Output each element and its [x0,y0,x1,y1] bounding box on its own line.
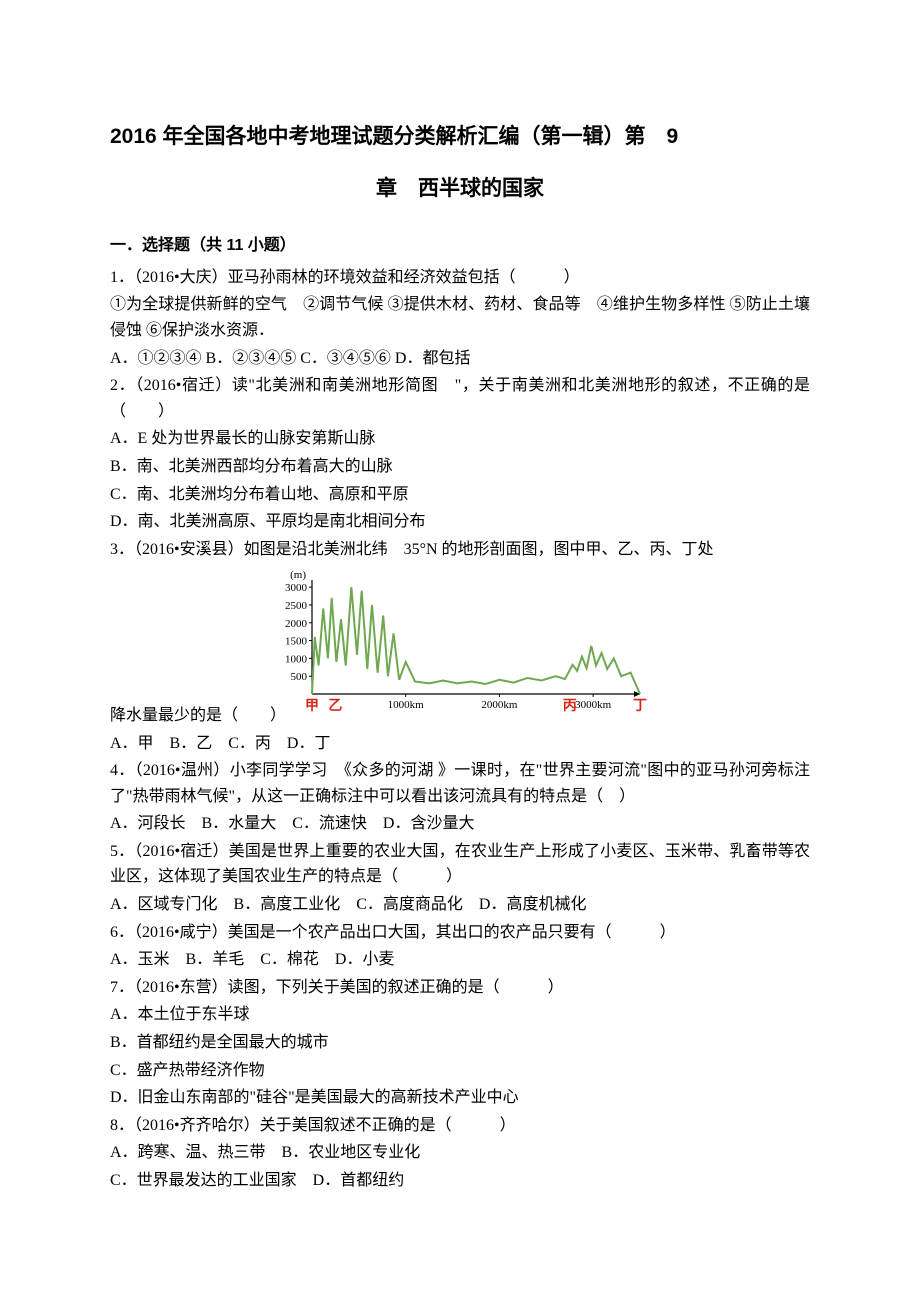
q8-optsCD: C．世界最发达的工业国家 D．首都纽约 [110,1168,810,1194]
q7-stem: 7．（2016•东营）读图，下列关于美国的叙述正确的是（ ） [110,975,810,1001]
q4-options: A．河段长 B．水量大 C．流速快 D．含沙量大 [110,811,810,837]
terrain-profile-svg: (m) 500 1000 1500 2000 2500 3000 1000km 2000km 30… [270,566,650,716]
svg-text:乙: 乙 [328,698,342,714]
svg-text:2500: 2500 [285,600,308,612]
page-title-line2: 章 西半球的国家 [110,172,810,206]
q6-stem: 6．（2016•咸宁）美国是一个农产品出口大国，其出口的农产品只要有（ ） [110,920,810,946]
q2-stem: 2．（2016•宿迁）读"北美洲和南美洲地形简图 "，关于南美洲和北美洲地形的叙… [110,373,810,424]
q7-optC: C．盛产热带经济作物 [110,1058,810,1084]
svg-text:丁: 丁 [633,699,647,714]
q5-options: A．区域专门化 B．高度工业化 C．高度商品化 D．高度机械化 [110,892,810,918]
q2-optD: D．南、北美洲高原、平原均是南北相间分布 [110,509,810,535]
q2-optC: C．南、北美洲均分布着山地、高原和平原 [110,482,810,508]
q8-stem: 8．（2016•齐齐哈尔）关于美国叙述不正确的是（ ） [110,1113,810,1139]
page-title-line1: 2016 年全国各地中考地理试题分类解析汇编（第一辑）第 9 [110,120,810,154]
q4-stem: 4．（2016•温州）小李同学学习 《众多的河湖 》一课时，在"世界主要河流"图… [110,758,810,809]
profile-chart: (m) 500 1000 1500 2000 2500 3000 1000km 2000km 30… [110,566,810,725]
section-heading: 一．选择题（共 11 小题） [110,233,810,259]
q2-optB: B．南、北美洲西部均分布着高大的山脉 [110,454,810,480]
svg-text:500: 500 [291,672,308,684]
svg-text:1000km: 1000km [388,699,425,711]
q7-optB: B．首都纽约是全国最大的城市 [110,1030,810,1056]
exam-page: 2016 年全国各地中考地理试题分类解析汇编（第一辑）第 9 章 西半球的国家 … [0,0,920,1256]
svg-text:3000km: 3000km [575,699,612,711]
svg-text:甲: 甲 [305,698,319,714]
svg-text:丙: 丙 [563,698,577,714]
svg-text:2000: 2000 [285,618,308,630]
q3-stem: 3．（2016•安溪县）如图是沿北美洲北纬 35°N 的地形剖面图，图中甲、乙、… [110,537,810,563]
q7-optD: D．旧金山东南部的"硅谷"是美国最大的高新技术产业中心 [110,1085,810,1111]
q5-stem: 5．（2016•宿迁）美国是世界上重要的农业大国，在农业生产上形成了小麦区、玉米… [110,839,810,890]
q1-options: A．①②③④ B．②③④⑤ C．③④⑤⑥ D．都包括 [110,346,810,372]
q1-items: ①为全球提供新鲜的空气 ②调节气候 ③提供木材、药材、食品等 ④维护生物多样性 … [110,292,810,343]
q1-stem: 1．（2016•大庆）亚马孙雨林的环境效益和经济效益包括（ ） [110,265,810,291]
q3-options: A．甲 B．乙 C．丙 D．丁 [110,731,810,757]
svg-text:2000km: 2000km [481,699,518,711]
svg-text:1000: 1000 [285,654,308,666]
q7-optA: A．本土位于东半球 [110,1002,810,1028]
svg-text:1500: 1500 [285,636,308,648]
q2-optA: A．E 处为世界最长的山脉安第斯山脉 [110,426,810,452]
svg-text:3000: 3000 [285,582,308,594]
q8-optsAB: A．跨寒、温、热三带 B．农业地区专业化 [110,1140,810,1166]
q6-options: A．玉米 B．羊毛 C．棉花 D．小麦 [110,947,810,973]
svg-text:(m): (m) [290,569,306,581]
